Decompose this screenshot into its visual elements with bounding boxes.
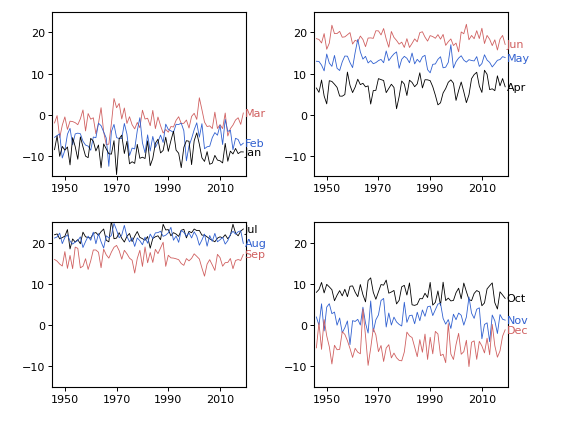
Text: Nov: Nov [507,316,528,326]
Text: Aug: Aug [245,239,267,249]
Text: Mar: Mar [245,109,266,119]
Text: Jun: Jun [507,40,524,50]
Text: Apr: Apr [507,83,526,92]
Text: Sep: Sep [245,250,265,260]
Text: Dec: Dec [507,325,528,335]
Text: May: May [507,53,530,63]
Text: Feb: Feb [245,139,264,149]
Text: Jul: Jul [245,224,258,234]
Text: Oct: Oct [507,294,526,304]
Text: Jan: Jan [245,147,262,157]
